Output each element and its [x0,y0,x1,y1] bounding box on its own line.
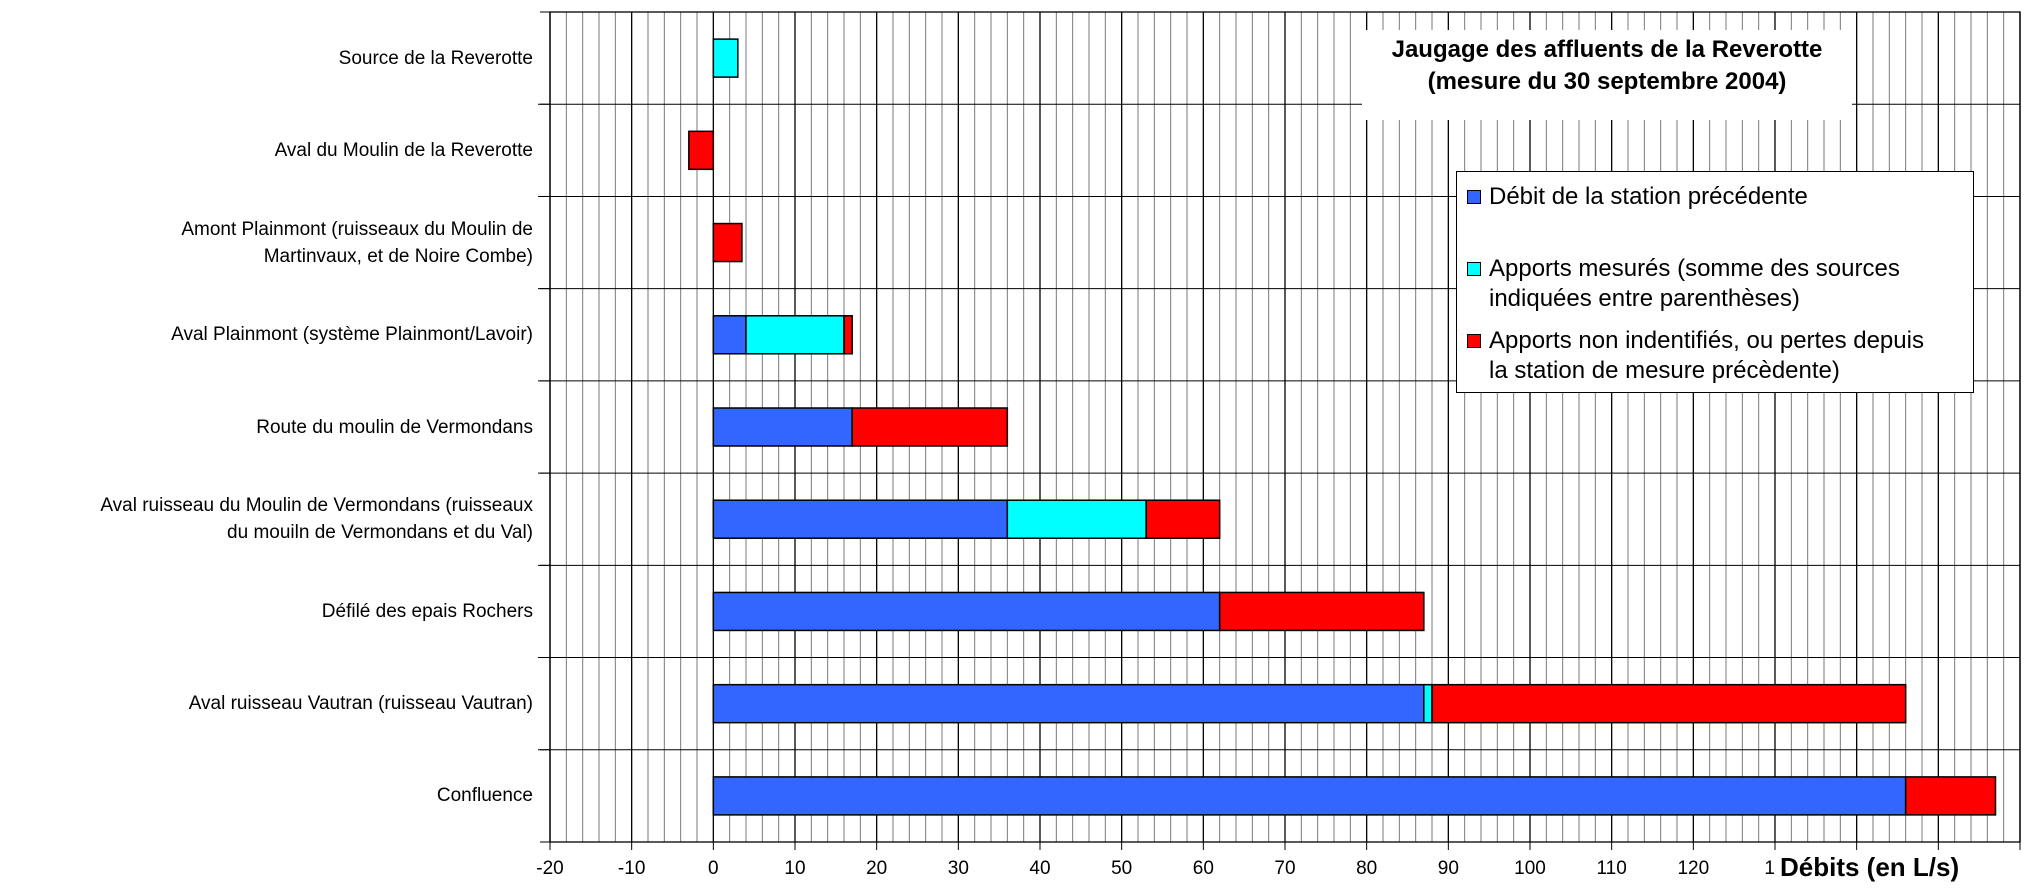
bar-segment [851,407,1009,447]
category-label: Confluence [436,785,533,807]
axis-frame [540,11,2021,850]
category-label: Aval ruisseau du Moulin de Vermondans (r… [100,495,533,544]
x-tick-label: 50 [1111,858,1132,879]
legend: Débit de la station précédente Apports m… [1456,171,1974,393]
category-label: Route du moulin de Vermondans [256,416,533,438]
x-tick-label: 60 [1193,858,1214,879]
bar-segment [1904,776,1997,816]
x-tick-labels: -20-10010203040506070809010011012013160 [536,858,1954,879]
bar-segment [1431,683,1907,724]
bar-segment [712,591,1221,632]
bar-segment [712,776,1907,816]
legend-label: Débit de la station précédente [1489,183,1808,210]
bar-segment [712,38,739,78]
category-label: Aval du Moulin de la Reverotte [274,139,533,161]
category-label: Amont Plainmont (ruisseaux du Moulin de … [181,218,533,267]
chart-subtitle: (mesure du 30 septembre 2004) [1427,68,1787,95]
x-tick-label: 110 [1597,858,1627,879]
chart-title-box: Jaugage des affluents de la Reverotte (m… [1362,30,1852,120]
bar-segment [843,315,853,355]
x-tick-label: 10 [784,858,805,879]
bar-segment [712,315,747,355]
category-label: Source de la Reverotte [338,47,533,69]
legend-label: Apports mesurés (somme des sources indiq… [1489,255,1900,312]
x-tick-label: 20 [866,858,887,879]
x-tick-label: 100 [1514,858,1546,879]
legend-swatch-blue [1467,190,1481,204]
bar-segment [1423,683,1433,724]
x-tick-label: 40 [1029,858,1050,879]
legend-item-measured: Apports mesurés (somme des sources indiq… [1467,254,1967,314]
legend-item-unidentified: Apports non indentifiés, ou pertes depui… [1467,326,1967,386]
legend-swatch-red [1467,334,1481,348]
x-tick-label: 120 [1677,858,1709,879]
bar-segment [1145,499,1221,539]
chart-title: Jaugage des affluents de la Reverotte [1391,36,1823,63]
legend-label: Apports non indentifiés, ou pertes depui… [1489,327,1924,384]
x-tick-label: 0 [708,858,719,879]
bar-segment [712,683,1425,724]
category-label: Aval Plainmont (système Plainmont/Lavoir… [171,324,533,346]
bar-segment [712,407,853,447]
x-tick-label: -20 [536,858,563,879]
x-tick-label: 90 [1438,858,1459,879]
bar-segment [688,130,715,171]
category-label: Défilé des epais Rochers [321,600,533,622]
x-tick-label: 80 [1356,858,1377,879]
category-label: Aval ruisseau Vautran (ruisseau Vautran) [188,693,533,715]
x-tick-label: 70 [1274,858,1295,879]
bar-segment [712,222,743,263]
bar-segment [1006,499,1147,539]
x-axis-label: Débits (en L/s) [1776,852,1964,883]
bar-segments [688,38,1997,816]
legend-swatch-cyan [1467,262,1481,276]
legend-item-previous-station: Débit de la station précédente [1467,182,1967,212]
bar-segment [745,315,845,355]
bar-segment [1218,591,1425,632]
bar-segment [712,499,1009,539]
x-tick-label: 30 [948,858,969,879]
x-tick-label: -10 [618,858,645,879]
